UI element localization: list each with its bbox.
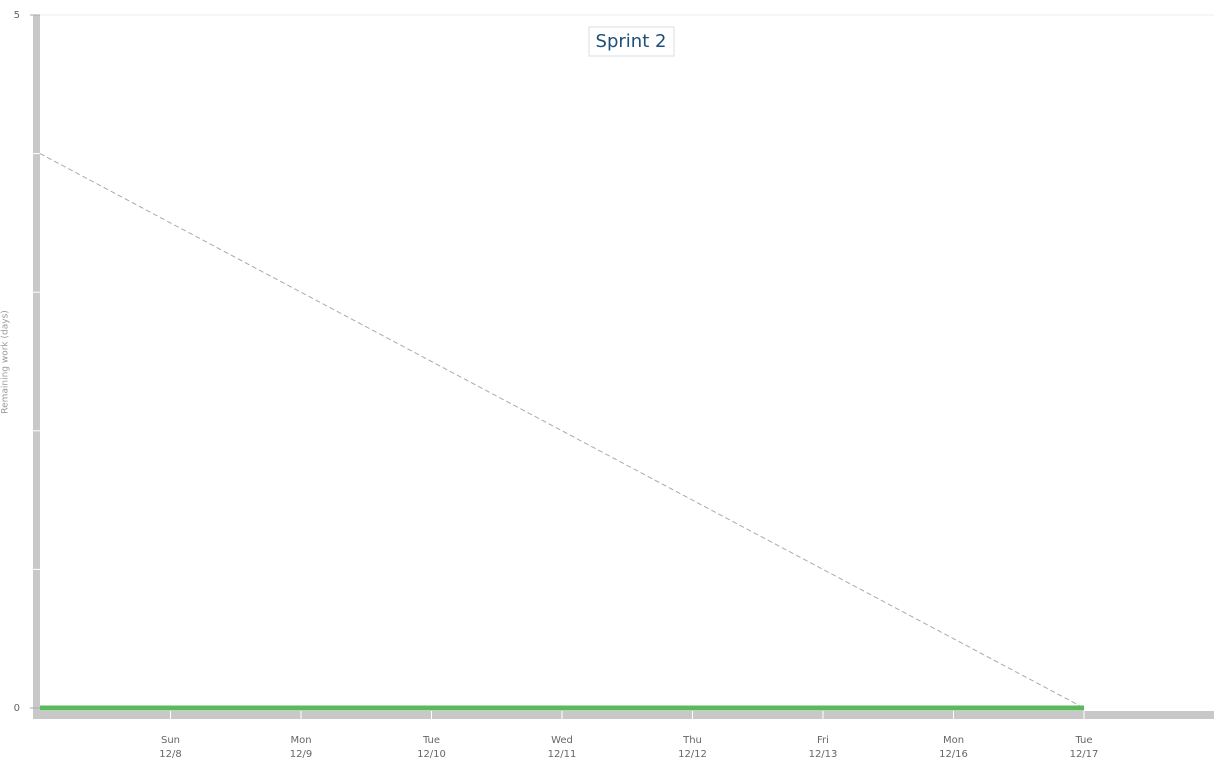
y-tick-label: 0 [14,703,20,714]
x-tick-weekday: Mon [290,735,311,746]
x-tick-weekday: Wed [551,735,573,746]
x-tick-weekday: Fri [817,735,829,746]
x-tick-label: 12/11 [548,749,577,760]
x-tick-label: 12/8 [159,749,181,760]
x-tick-label: 12/17 [1070,749,1099,760]
x-tick-weekday: Mon [943,735,964,746]
x-tick-label: 12/12 [678,749,707,760]
y-tick-label: 5 [14,10,20,21]
x-tick-label: 12/16 [939,749,968,760]
x-tick-label: 12/9 [290,749,312,760]
series-line [39,153,1085,709]
chart-title: Sprint 2 [596,31,667,52]
y-axis-bar [33,15,40,719]
x-axis-bar [33,711,1214,719]
x-tick-weekday: Sun [161,735,180,746]
x-tick-weekday: Tue [422,735,440,746]
title-box [588,26,675,57]
x-tick-label: 12/13 [809,749,838,760]
x-tick-label: 12/10 [417,749,446,760]
y-axis-label: Remaining work (days) [1,310,11,414]
x-tick-weekday: Tue [1074,735,1092,746]
x-tick-weekday: Thu [682,735,702,746]
